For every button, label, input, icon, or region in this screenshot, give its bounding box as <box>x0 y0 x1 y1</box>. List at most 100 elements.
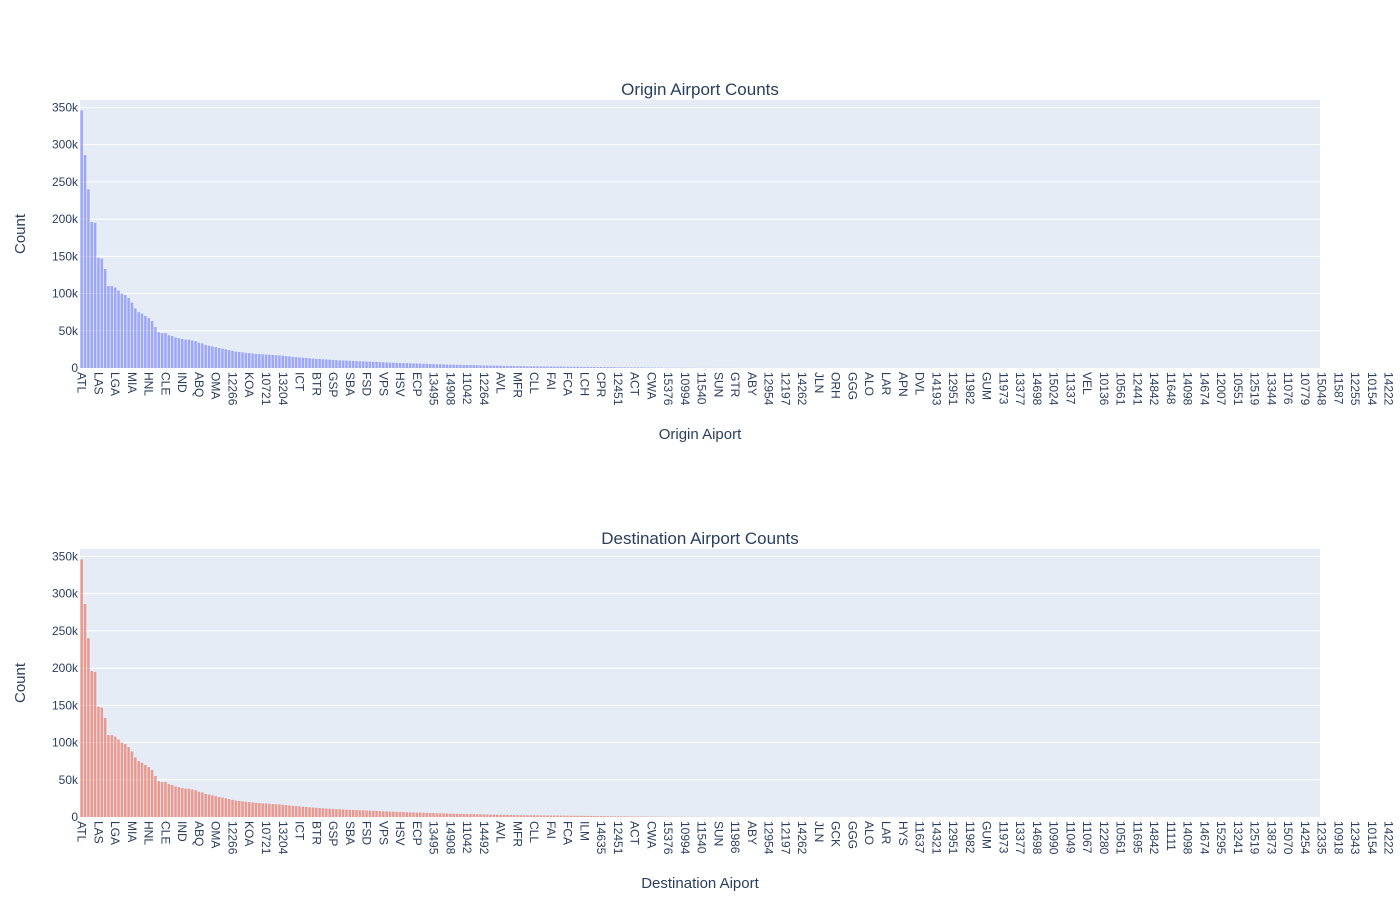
bar <box>452 364 455 368</box>
bar <box>237 800 241 817</box>
x-tick-label: 12266 <box>225 821 239 855</box>
bar <box>130 302 134 368</box>
bar <box>204 344 207 368</box>
bar <box>519 815 522 817</box>
bar <box>137 761 140 817</box>
bar <box>194 341 197 368</box>
bar <box>328 808 331 817</box>
y-tick-label: 200k <box>52 212 79 226</box>
bar <box>485 814 489 817</box>
bar <box>221 797 224 817</box>
bar <box>445 813 449 817</box>
bar <box>294 806 298 817</box>
x-tick-label: 11986 <box>728 821 742 854</box>
bar <box>442 813 445 817</box>
bar <box>304 807 308 817</box>
x-tick-label: SUN <box>711 372 725 397</box>
x-tick-label: ALO <box>862 821 876 845</box>
bar <box>449 813 452 817</box>
x-tick-label: GSP <box>326 372 340 397</box>
y-tick-label: 250k <box>52 624 79 638</box>
x-tick-label: 14698 <box>1030 821 1044 855</box>
bar <box>539 815 543 817</box>
x-tick-label: 10990 <box>1047 821 1061 855</box>
bar <box>197 791 201 817</box>
x-tick-label: 11587 <box>1331 372 1345 405</box>
bar <box>432 813 435 817</box>
bar <box>415 812 419 817</box>
y-tick-label: 250k <box>52 175 79 189</box>
bar <box>428 812 432 817</box>
x-tick-label: 15024 <box>1047 372 1061 406</box>
bar <box>599 816 603 817</box>
bar <box>184 788 187 817</box>
x-tick-label: 11648 <box>1164 372 1178 405</box>
x-tick-label: 13377 <box>1013 372 1027 406</box>
bar <box>83 604 87 817</box>
plot-background <box>80 100 1320 368</box>
bar <box>221 348 224 368</box>
bar <box>532 815 536 817</box>
x-tick-label: APN <box>896 372 910 397</box>
bar <box>157 781 161 817</box>
bar <box>418 363 422 368</box>
bar <box>439 364 442 368</box>
bar <box>130 751 134 817</box>
bar <box>482 814 486 817</box>
bar <box>579 366 583 368</box>
bar <box>469 365 472 368</box>
x-tick-label: 11973 <box>996 372 1010 405</box>
bar <box>123 295 127 368</box>
bar <box>556 815 559 817</box>
x-tick-label: LCH <box>577 372 591 396</box>
y-tick-label: 100k <box>52 287 79 301</box>
bar <box>579 815 583 817</box>
bar <box>261 803 264 817</box>
x-tick-label: 12343 <box>1348 821 1362 855</box>
bar <box>127 298 130 368</box>
bar <box>328 359 331 368</box>
bar <box>103 717 107 817</box>
bar <box>274 804 278 817</box>
bar <box>569 366 573 368</box>
x-tick-label: 13873 <box>1264 821 1278 855</box>
bar <box>462 813 465 817</box>
bar <box>224 798 228 817</box>
bar <box>204 793 207 817</box>
bar <box>603 367 606 368</box>
bar <box>532 366 536 368</box>
x-tick-label: FCA <box>561 821 575 845</box>
x-tick-label: 14674 <box>1197 821 1211 855</box>
x-tick-label: 10994 <box>678 821 692 855</box>
bar <box>479 814 482 817</box>
bar <box>489 365 492 368</box>
bar <box>368 810 372 817</box>
chart-title: Destination Airport Counts <box>601 529 799 548</box>
bar <box>495 365 499 368</box>
bar <box>563 366 566 368</box>
x-tick-label: ATL <box>75 372 89 393</box>
y-tick-label: 100k <box>52 736 79 750</box>
bar <box>472 365 476 368</box>
bar <box>93 222 97 368</box>
bar <box>134 308 137 368</box>
bar <box>549 366 553 368</box>
bar <box>127 747 130 817</box>
bar <box>371 361 375 368</box>
bar <box>633 367 636 368</box>
bar <box>475 814 479 817</box>
x-tick-label: 12954 <box>762 372 776 406</box>
x-tick-label: 14321 <box>929 821 943 855</box>
bar <box>536 815 539 817</box>
bar <box>489 814 492 817</box>
bar <box>408 812 412 817</box>
x-tick-label: CWA <box>644 821 658 849</box>
bar <box>335 360 338 368</box>
x-tick-label: HNL <box>142 821 156 845</box>
bar <box>596 367 600 368</box>
bar <box>368 361 372 368</box>
bar <box>492 814 496 817</box>
bar <box>402 812 405 817</box>
bar <box>522 366 526 368</box>
bar <box>197 342 201 368</box>
